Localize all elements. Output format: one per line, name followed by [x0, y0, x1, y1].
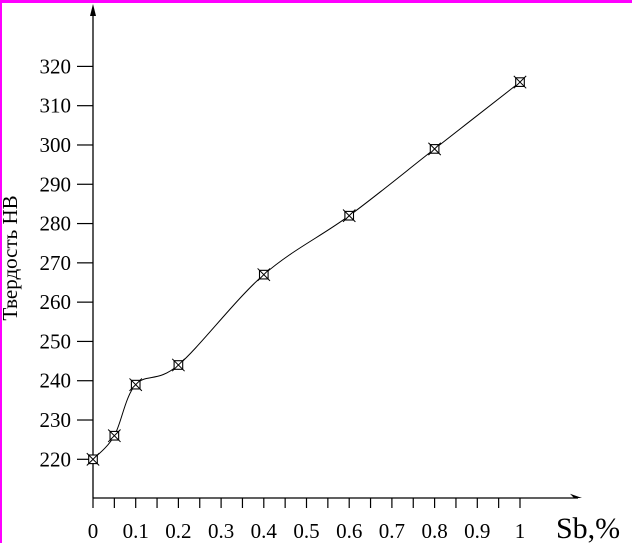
y-tick-label: 300 — [40, 133, 72, 157]
y-tick-label: 260 — [40, 290, 72, 314]
x-tick-label: 0 — [88, 519, 99, 543]
x-tick-label: 0.8 — [421, 519, 447, 543]
data-point-marker-cross — [257, 268, 271, 282]
x-axis-title: Sb,% — [556, 512, 620, 545]
data-point-marker-cross — [342, 209, 356, 223]
y-tick-label: 240 — [40, 369, 72, 393]
x-tick-label: 1 — [515, 519, 526, 543]
y-tick-label: 270 — [40, 251, 72, 275]
x-axis-arrow-icon — [570, 493, 582, 498]
y-tick-label: 230 — [40, 408, 72, 432]
y-tick-label: 250 — [40, 329, 72, 353]
x-tick-label: 0.1 — [123, 519, 149, 543]
frame-border-top — [0, 0, 632, 3]
y-axis-arrow-icon — [90, 4, 96, 16]
y-tick-label: 310 — [40, 94, 72, 118]
frame-border-left — [0, 0, 2, 543]
data-point-marker-cross — [428, 142, 442, 156]
y-tick-label: 280 — [40, 212, 72, 236]
x-tick-label: 0.9 — [464, 519, 490, 543]
data-point-marker-cross — [129, 378, 143, 392]
x-tick-label: 0.7 — [379, 519, 405, 543]
y-tick-label: 320 — [40, 54, 72, 78]
x-tick-label: 0.3 — [208, 519, 234, 543]
x-tick-label: 0.2 — [165, 519, 191, 543]
x-tick-label: 0.4 — [251, 519, 278, 543]
data-point-marker-cross — [107, 429, 121, 443]
data-point-marker-cross — [86, 452, 100, 466]
x-tick-label: 0.6 — [336, 519, 362, 543]
data-point-marker-cross — [171, 358, 185, 372]
y-tick-label: 220 — [40, 447, 72, 471]
y-axis-title: Твердость НВ — [0, 195, 22, 320]
y-tick-label: 290 — [40, 172, 72, 196]
data-point-marker-cross — [513, 75, 527, 89]
data-curve — [92, 81, 521, 460]
x-tick-label: 0.5 — [293, 519, 319, 543]
